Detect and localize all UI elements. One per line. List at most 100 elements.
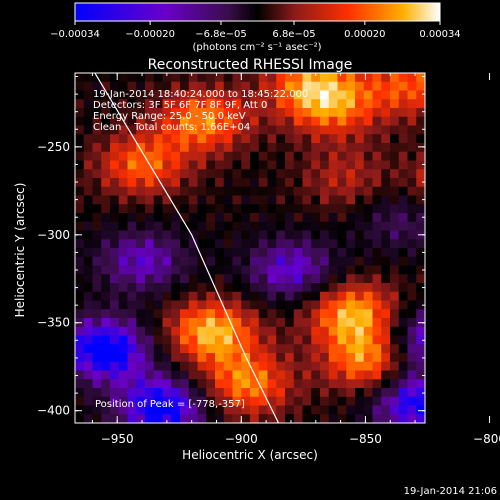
heatmap-cell <box>285 134 295 144</box>
heatmap-cell <box>390 160 400 170</box>
heatmap-cell <box>127 248 137 258</box>
heatmap-cell <box>267 361 277 371</box>
heatmap-cell <box>153 116 163 126</box>
heatmap-cell <box>215 353 225 363</box>
heatmap-cell <box>136 116 146 126</box>
heatmap-cell <box>285 221 295 231</box>
heatmap-cell <box>390 256 400 266</box>
heatmap-cell <box>258 265 268 275</box>
heatmap-cell <box>302 195 312 205</box>
heatmap-cell <box>267 396 277 406</box>
heatmap-cell <box>416 204 425 214</box>
heatmap-cell <box>92 213 102 223</box>
heatmap-cell <box>83 108 93 118</box>
heatmap-cell <box>398 396 408 406</box>
heatmap-cell <box>258 81 268 91</box>
heatmap-cell <box>75 81 85 91</box>
x-axis-label: Heliocentric X (arcsec) <box>182 448 318 462</box>
heatmap-cell <box>346 108 356 118</box>
heatmap-cell <box>337 274 347 284</box>
heatmap-cell <box>110 318 120 328</box>
heatmap-cell <box>127 405 137 415</box>
heatmap-cell <box>110 405 120 415</box>
heatmap-cell <box>215 326 225 336</box>
heatmap-cell <box>223 90 233 100</box>
heatmap-cell <box>145 300 155 310</box>
heatmap-cell <box>381 230 391 240</box>
heatmap-cell <box>328 335 338 345</box>
heatmap-cell <box>258 370 268 380</box>
heatmap-cell <box>215 178 225 188</box>
heatmap-cell <box>92 204 102 214</box>
heatmap-cell <box>293 73 303 83</box>
heatmap-cell <box>171 291 181 301</box>
heatmap-cell <box>381 248 391 258</box>
heatmap-cell <box>328 134 338 144</box>
heatmap-cell <box>223 204 233 214</box>
heatmap-cell <box>215 388 225 398</box>
heatmap-cell <box>136 379 146 389</box>
heatmap-cell <box>346 169 356 179</box>
heatmap-cell <box>110 213 120 223</box>
heatmap-cell <box>276 335 286 345</box>
heatmap-cell <box>311 90 321 100</box>
heatmap-cell <box>311 256 321 266</box>
heatmap-cell <box>285 256 295 266</box>
heatmap-cell <box>110 195 120 205</box>
heatmap-cell <box>75 213 85 223</box>
heatmap-cell <box>407 379 417 389</box>
heatmap-cell <box>101 309 111 319</box>
heatmap-cell <box>407 353 417 363</box>
heatmap-cell <box>188 143 198 153</box>
heatmap-cell <box>153 195 163 205</box>
heatmap-cell <box>101 361 111 371</box>
heatmap-cell <box>92 134 102 144</box>
heatmap-cell <box>390 344 400 354</box>
heatmap-cell <box>188 265 198 275</box>
heatmap-cell <box>180 379 190 389</box>
heatmap-cell <box>101 283 111 293</box>
heatmap-cell <box>363 326 373 336</box>
heatmap-cell <box>232 309 242 319</box>
heatmap-cell <box>372 143 382 153</box>
heatmap-cell <box>311 274 321 284</box>
heatmap-cell <box>302 379 312 389</box>
heatmap-cell <box>407 396 417 406</box>
heatmap-cell <box>372 160 382 170</box>
heatmap-cell <box>293 125 303 135</box>
heatmap-cell <box>171 116 181 126</box>
heatmap-cell <box>171 248 181 258</box>
heatmap-cell <box>180 361 190 371</box>
heatmap-cell <box>232 283 242 293</box>
heatmap-cell <box>407 81 417 91</box>
heatmap-cell <box>206 195 216 205</box>
heatmap-cell <box>363 248 373 258</box>
heatmap-cell <box>232 90 242 100</box>
heatmap-cell <box>363 309 373 319</box>
heatmap-cell <box>127 414 137 423</box>
heatmap-cell <box>83 178 93 188</box>
heatmap-cell <box>171 151 181 161</box>
heatmap-cell <box>258 151 268 161</box>
heatmap-cell <box>363 230 373 240</box>
heatmap-cell <box>258 230 268 240</box>
heatmap-cell <box>302 169 312 179</box>
heatmap-cell <box>407 248 417 258</box>
heatmap-cell <box>206 108 216 118</box>
heatmap-cell <box>75 414 85 423</box>
heatmap-cell <box>346 361 356 371</box>
heatmap-cell <box>110 230 120 240</box>
heatmap-cell <box>92 414 102 423</box>
heatmap-cell <box>328 230 338 240</box>
heatmap-cell <box>241 256 251 266</box>
heatmap-cell <box>223 256 233 266</box>
heatmap-cell <box>171 361 181 371</box>
heatmap-cell <box>363 414 373 423</box>
heatmap-cell <box>250 125 260 135</box>
heatmap-cell <box>197 414 207 423</box>
heatmap-cell <box>75 99 85 109</box>
chart-title: Reconstructed RHESSI Image <box>148 57 353 73</box>
heatmap-cell <box>328 178 338 188</box>
heatmap-cell <box>346 291 356 301</box>
colorbar-tick-label: −0.00034 <box>50 29 100 40</box>
